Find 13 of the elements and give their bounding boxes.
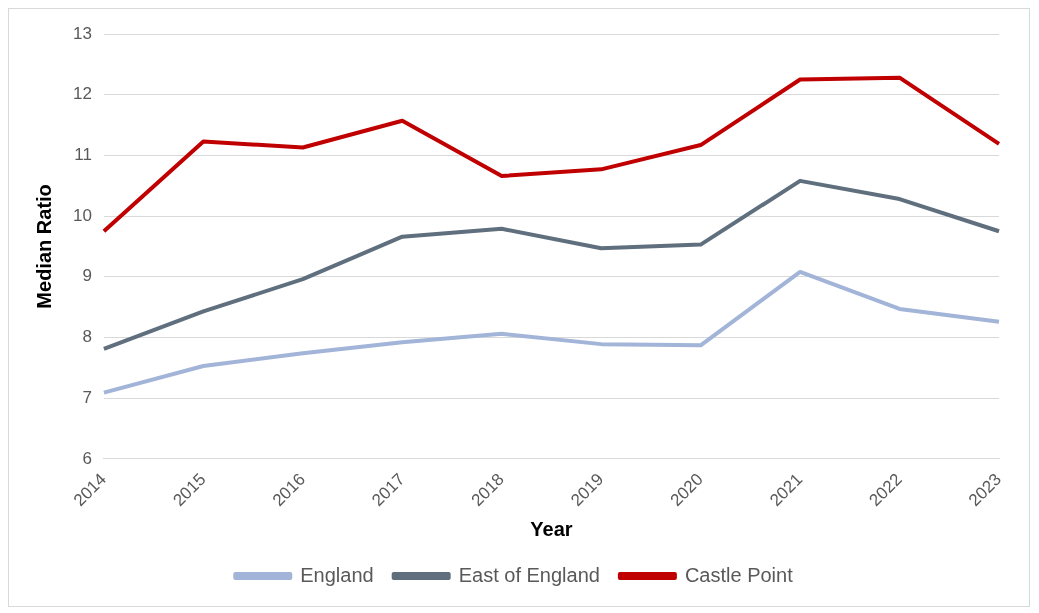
- legend-label: East of England: [458, 563, 600, 586]
- legend-label: England: [300, 563, 374, 586]
- y-tick-label: 6: [82, 448, 92, 468]
- x-axis-title: Year: [530, 517, 573, 540]
- y-tick-label: 13: [72, 23, 92, 43]
- y-tick-label: 11: [74, 145, 92, 165]
- y-tick-label: 7: [82, 387, 92, 407]
- y-tick-label: 12: [72, 84, 92, 104]
- y-tick-label: 8: [82, 327, 92, 347]
- y-axis-title: Median Ratio: [32, 184, 55, 309]
- y-tick-label: 10: [72, 205, 92, 225]
- legend-label: Castle Point: [684, 563, 794, 586]
- y-tick-label: 9: [82, 266, 92, 286]
